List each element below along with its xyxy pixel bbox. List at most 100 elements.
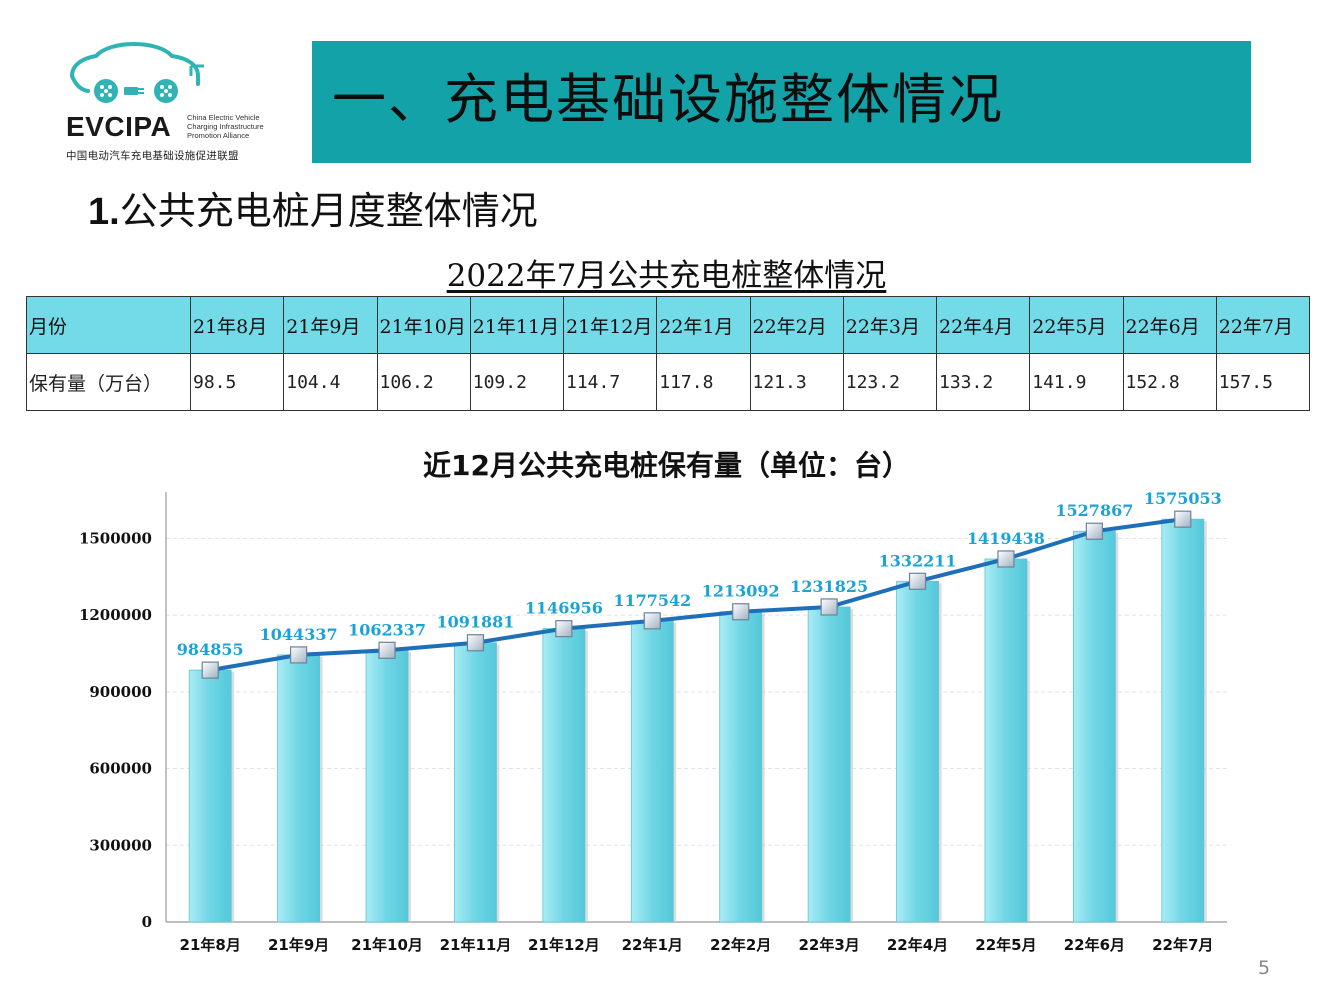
- x-tick-label: 22年6月: [1064, 936, 1125, 954]
- bar: [277, 654, 321, 923]
- data-label: 1177542: [613, 591, 691, 610]
- line-marker: [290, 646, 308, 664]
- x-tick-label: 21年11月: [440, 936, 512, 954]
- y-tick-label: 1200000: [79, 606, 152, 624]
- data-label: 1231825: [790, 577, 868, 596]
- row-label-stock: 保有量（万台）: [26, 353, 191, 411]
- logo-en-line: China Electric Vehicle: [187, 113, 260, 122]
- data-label: 1044337: [260, 625, 338, 644]
- data-label: 984855: [177, 640, 244, 659]
- line-marker: [997, 550, 1015, 568]
- series-line: [209, 517, 1184, 673]
- table-title-text: 2022年7月公共充电桩整体情况: [446, 258, 887, 294]
- y-tick-label: 0: [142, 913, 152, 931]
- value-cell: 157.5: [1215, 353, 1311, 411]
- value-cell: 133.2: [935, 353, 1031, 411]
- bar: [1161, 518, 1205, 923]
- month-cell: 21年12月: [562, 296, 658, 354]
- section-title-text: 公共充电桩月度整体情况: [119, 189, 538, 233]
- value-cell: 123.2: [842, 353, 938, 411]
- section-number: 1.: [88, 191, 120, 233]
- line-marker: [466, 634, 485, 652]
- month-cell: 22年5月: [1029, 296, 1124, 354]
- value-cell: 106.2: [376, 353, 471, 411]
- table-value-row: 保有量（万台） 98.5 104.4 106.2 109.2 114.7 117…: [26, 353, 1311, 411]
- line-marker: [1174, 510, 1192, 528]
- month-cell: 21年11月: [469, 296, 565, 354]
- data-label: 1419438: [967, 529, 1045, 548]
- title-banner: 一、充电基础设施整体情况: [312, 41, 1251, 163]
- bar: [365, 649, 409, 923]
- page-number: 5: [1258, 957, 1271, 979]
- bar: [719, 611, 763, 923]
- x-tick-label: 22年2月: [710, 936, 771, 954]
- data-label: 1527867: [1055, 501, 1133, 520]
- data-label: 1146956: [525, 599, 603, 618]
- y-tick-label: 600000: [89, 760, 152, 778]
- value-cell: 109.2: [469, 353, 565, 411]
- slide-title: 一、充电基础设施整体情况: [332, 68, 1004, 131]
- month-cell: 21年10月: [376, 296, 471, 354]
- value-cell: 152.8: [1122, 353, 1217, 411]
- bar: [807, 606, 851, 923]
- x-tick-label: 21年12月: [528, 936, 600, 954]
- line-marker: [908, 572, 927, 590]
- logo-abbreviation: EVCIPA: [66, 111, 172, 142]
- month-cell: 21年9月: [283, 296, 378, 354]
- bar: [1072, 530, 1116, 923]
- data-label: 1213092: [702, 582, 780, 601]
- x-tick-label: 21年10月: [351, 936, 423, 954]
- data-label: 1091881: [436, 613, 514, 632]
- month-cell: 22年7月: [1215, 296, 1311, 354]
- bar: [188, 669, 232, 923]
- value-cell: 117.8: [656, 353, 751, 411]
- value-cell: 121.3: [749, 353, 844, 411]
- logo-en-line: Promotion Alliance: [187, 131, 250, 140]
- month-cell: 22年1月: [656, 296, 751, 354]
- stock-chart: 0 300000 600000 900000 1200000 1500000 21年8月 21…: [79, 490, 1227, 954]
- line-marker: [643, 612, 661, 630]
- summary-table: 月份 21年8月 21年9月 21年10月 21年11月 21年12月 22年1…: [26, 296, 1311, 411]
- month-cell: 21年8月: [189, 296, 285, 354]
- value-cell: 98.5: [189, 353, 285, 411]
- y-tick-label: 900000: [89, 683, 152, 701]
- line-marker: [555, 620, 573, 638]
- bar: [896, 580, 939, 923]
- evcipa-logo: EVCIPA China Electric Vehicle Charging I…: [60, 36, 275, 166]
- value-cell: 114.7: [562, 353, 658, 411]
- month-cell: 22年6月: [1122, 296, 1217, 354]
- logo-english-name: China Electric Vehicle Charging Infrastr…: [187, 113, 264, 140]
- chart-title: 近12月公共充电桩保有量（单位：台）: [423, 449, 910, 482]
- line-marker: [820, 598, 838, 616]
- data-label: 1332211: [879, 551, 957, 570]
- bar: [454, 642, 497, 923]
- x-tick-label: 22年4月: [887, 936, 948, 954]
- month-cell: 22年3月: [842, 296, 938, 354]
- bar: [984, 558, 1028, 923]
- table-header-row: 月份 21年8月 21年9月 21年10月 21年11月 21年12月 22年1…: [26, 296, 1311, 354]
- data-label: 1575053: [1144, 490, 1222, 508]
- line-marker: [732, 603, 750, 621]
- value-cell: 104.4: [283, 353, 378, 411]
- row-label-month: 月份: [26, 296, 191, 354]
- line-marker: [1085, 522, 1103, 540]
- line-marker: [378, 641, 396, 659]
- x-tick-label: 21年8月: [180, 936, 241, 954]
- x-tick-label: 22年5月: [975, 936, 1036, 954]
- section-title: 1.公共充电桩月度整体情况: [88, 186, 538, 237]
- data-label: 1062337: [348, 620, 426, 639]
- value-cell: 141.9: [1029, 353, 1124, 411]
- logo-chinese-name: 中国电动汽车充电基础设施促进联盟: [66, 150, 239, 162]
- month-cell: 22年2月: [749, 296, 844, 354]
- y-tick-label: 1500000: [79, 529, 152, 547]
- x-tick-label: 21年9月: [268, 936, 329, 954]
- x-tick-label: 22年1月: [622, 936, 683, 954]
- x-tick-label: 22年3月: [798, 936, 859, 954]
- line-marker: [201, 661, 219, 679]
- car-plug-icon: [70, 42, 204, 103]
- bar: [542, 628, 586, 923]
- table-title: 2022年7月公共充电桩整体情况: [0, 255, 1333, 297]
- month-cell: 22年4月: [935, 296, 1031, 354]
- y-tick-label: 300000: [89, 836, 152, 854]
- logo-en-line: Charging Infrastructure: [187, 122, 264, 131]
